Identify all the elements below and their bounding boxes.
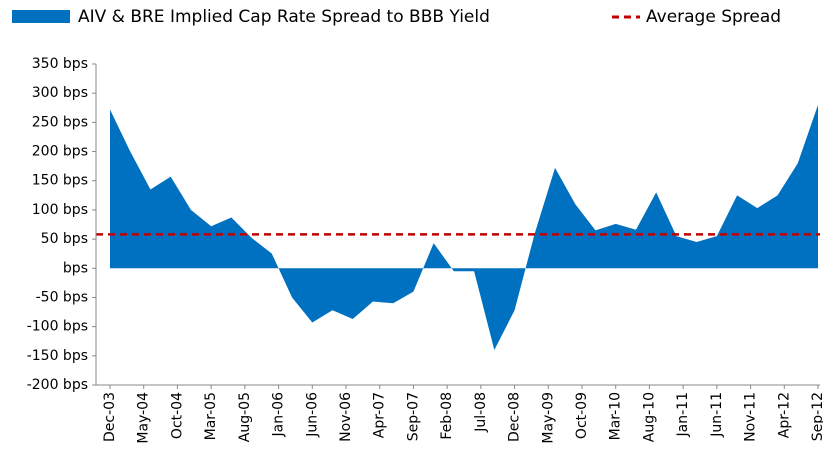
y-tick-label: -100 bps (27, 319, 88, 335)
y-tick-label: -50 bps (36, 289, 88, 305)
x-tick-label: Jan-06 (271, 392, 287, 438)
x-tick-label: Aug-10 (641, 392, 657, 442)
y-tick-label: 300 bps (32, 85, 88, 101)
legend-swatch (12, 10, 70, 23)
y-tick-label: 250 bps (32, 114, 88, 130)
x-tick-label: Jun-11 (709, 392, 725, 438)
legend-label: AIV & BRE Implied Cap Rate Spread to BBB… (78, 7, 490, 27)
x-tick-label: Nov-11 (743, 392, 759, 442)
y-tick-label: bps (63, 260, 88, 276)
x-tick-label: Jul-08 (473, 392, 489, 433)
x-tick-label: Oct-04 (169, 392, 185, 439)
x-tick-label: May-04 (136, 392, 152, 444)
area (110, 104, 818, 350)
y-tick-label: 100 bps (32, 202, 88, 218)
x-tick-label: Sep-07 (405, 392, 421, 441)
x-tick-label: Dec-08 (507, 392, 523, 442)
x-tick-label: May-09 (540, 392, 556, 444)
x-tick-label: Jun-06 (304, 392, 320, 438)
x-tick-label: Apr-12 (776, 392, 792, 438)
x-tick-label: Aug-05 (237, 392, 253, 442)
x-tick-label: Jan-11 (675, 392, 691, 437)
y-tick-label: -200 bps (27, 377, 88, 393)
x-tick-label: Feb-08 (439, 392, 455, 440)
y-tick-label: 150 bps (32, 173, 88, 189)
x-tick-label: Oct-09 (574, 392, 590, 439)
x-tick-label: Mar-05 (203, 392, 219, 440)
y-tick-label: 350 bps (32, 56, 88, 72)
x-tick-label: Nov-06 (338, 392, 354, 442)
x-tick-label: Sep-12 (810, 392, 823, 441)
y-tick-label: 50 bps (41, 231, 88, 247)
y-tick-label: -150 bps (27, 348, 88, 364)
y-tick-label: 200 bps (32, 144, 88, 160)
x-tick-label: Apr-07 (372, 392, 388, 438)
x-tick-label: Mar-10 (608, 392, 624, 440)
legend-label: Average Spread (646, 7, 781, 27)
x-tick-label: Dec-03 (102, 392, 118, 442)
